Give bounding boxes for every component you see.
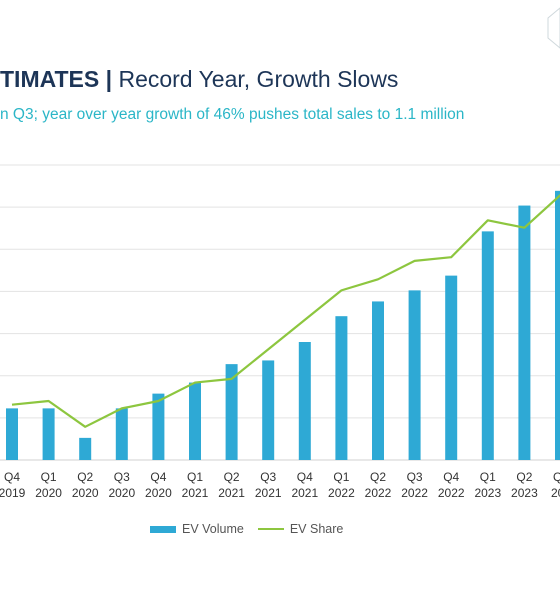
x-tick-year: 2022 [365, 486, 392, 500]
x-tick-quarter: Q2 [224, 470, 240, 484]
x-tick-quarter: Q1 [41, 470, 57, 484]
x-tick-year: 2021 [218, 486, 245, 500]
legend-label-ev-volume: EV Volume [182, 522, 244, 536]
ev-volume-bar [225, 364, 238, 460]
ev-volume-bar [152, 393, 165, 460]
legend-item-ev-volume: EV Volume [150, 522, 244, 536]
x-tick-year: 2020 [72, 486, 99, 500]
x-tick-quarter: Q3 [553, 470, 560, 484]
x-tick-quarter: Q1 [480, 470, 496, 484]
gridlines [0, 164, 560, 461]
legend-label-ev-share: EV Share [289, 522, 344, 536]
x-tick-quarter: Q2 [77, 470, 93, 484]
ev-volume-bar [189, 382, 201, 460]
x-tick-year: 2023 [511, 486, 538, 500]
title-bold: TIMATES | [0, 66, 113, 92]
legend-bar-swatch [150, 525, 176, 533]
x-tick-quarter: Q3 [260, 470, 276, 484]
x-tick-quarter: Q4 [443, 470, 459, 484]
x-tick-year: 2022 [401, 486, 428, 500]
x-tick-year: 2019 [0, 486, 26, 500]
x-tick-quarter: Q4 [4, 470, 20, 484]
legend: EV Volume EV Share [150, 522, 357, 536]
x-tick-year: 2020 [35, 486, 62, 500]
x-tick-year: 202 [551, 486, 560, 500]
legend-item-ev-share: EV Share [257, 522, 344, 536]
x-tick-year: 2021 [255, 486, 282, 500]
x-tick-quarter: Q2 [516, 470, 532, 484]
x-tick-year: 2022 [328, 486, 355, 500]
ev-share-series-line [11, 193, 560, 428]
ev-volume-bar [79, 437, 92, 460]
ev-share-line [11, 193, 560, 428]
x-tick-quarter: Q4 [297, 470, 313, 484]
x-tick-quarter: Q4 [150, 470, 166, 484]
x-tick-year: 2021 [182, 486, 209, 500]
x-tick-year: 2023 [474, 486, 501, 500]
x-tick-year: 2022 [438, 486, 465, 500]
ev-volume-bar [481, 231, 494, 460]
ev-volume-bars [6, 190, 560, 460]
ev-volume-bar [115, 408, 128, 460]
title-rest: Record Year, Growth Slows [112, 66, 399, 92]
x-tick-year: 2021 [291, 486, 318, 500]
ev-volume-bar [262, 360, 275, 460]
page-title: TIMATES | Record Year, Growth Slows [0, 66, 398, 93]
ev-volume-bar [518, 205, 531, 460]
page-subtitle: n Q3; year over year growth of 46% pushe… [0, 106, 465, 123]
x-tick-year: 2020 [108, 486, 135, 500]
x-axis-labels: Q4 2019 Q1 2020 Q2 2020 Q3 2020 Q4 2020 Q1 2021 Q2 20… [0, 470, 560, 500]
ev-volume-bar [445, 275, 458, 460]
ev-volume-bar [335, 316, 348, 460]
x-tick-quarter: Q1 [187, 470, 203, 484]
ev-volume-bar [42, 408, 55, 460]
ev-volume-bar [298, 342, 311, 460]
x-tick-quarter: Q1 [333, 470, 349, 484]
x-tick-quarter: Q3 [407, 470, 423, 484]
ev-volume-bar [555, 190, 560, 460]
x-tick-year: 2020 [145, 486, 172, 500]
legend-line-swatch [257, 528, 284, 530]
ev-volume-bar [408, 290, 421, 460]
ev-volume-bar [372, 301, 384, 460]
x-tick-quarter: Q2 [370, 470, 386, 484]
ev-volume-bar [6, 408, 18, 460]
x-tick-quarter: Q3 [114, 470, 130, 484]
